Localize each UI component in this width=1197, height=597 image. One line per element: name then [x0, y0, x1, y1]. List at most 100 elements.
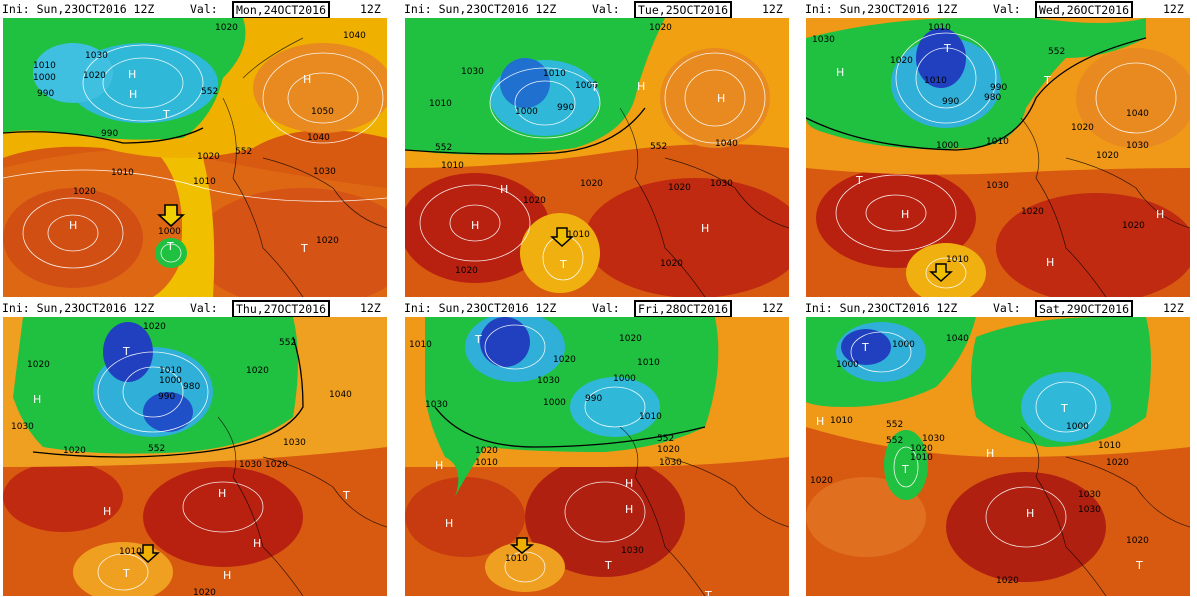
isobar-label: 1020 [649, 23, 672, 33]
isobar-label: 1000 [158, 227, 181, 237]
high-pressure-symbol: H [471, 219, 479, 232]
valid-hour-label: 12Z [762, 301, 783, 315]
forecast-panel-mon: Ini: Sun,23OCT2016 12Z Val: Mon,24OCT201… [0, 0, 390, 298]
isobar-label: 1030 [812, 35, 835, 45]
isobar-label: 1000 [936, 141, 959, 151]
isobar-label: 1000 [159, 376, 182, 386]
isobar-label: 1010 [637, 358, 660, 368]
forecast-panel-tue: Ini: Sun,23OCT2016 12Z Val: Tue,25OCT201… [402, 0, 792, 298]
forecast-panel-thu: Ini: Sun,23OCT2016 12Z Val: Thu,27OCT201… [0, 299, 390, 597]
valid-label: Val: [190, 301, 218, 315]
valid-label: Val: [190, 2, 218, 16]
isobar-label: 1020 [246, 366, 269, 376]
isobar-label: 990 [942, 97, 959, 107]
forecast-arrow-icon [136, 544, 160, 564]
valid-date-box: Wed,26OCT2016 [1035, 1, 1134, 19]
isobar-label: 552 [886, 420, 903, 430]
valid-label: Val: [993, 301, 1021, 315]
valid-hour-label: 12Z [762, 2, 783, 16]
forecast-panel-sat: Ini: Sun,23OCT2016 12Z Val: Sat,29OCT201… [803, 299, 1193, 597]
isobar-label: 1010 [1098, 441, 1121, 451]
low-pressure-symbol: T [604, 559, 612, 572]
init-time-label: Ini: Sun,23OCT2016 12Z [805, 2, 958, 16]
high-pressure-symbol: H [223, 569, 231, 582]
isobar-label: 1020 [910, 444, 933, 454]
isobar-label: 1010 [543, 69, 566, 79]
high-pressure-symbol: H [701, 222, 709, 235]
isobar-label: 1020 [1021, 207, 1044, 217]
isobar-label: 1030 [85, 51, 108, 61]
valid-date-box: Sat,29OCT2016 [1035, 300, 1134, 318]
high-pressure-symbol: H [836, 66, 844, 79]
isobar-label: 1010 [441, 161, 464, 171]
low-pressure-symbol: T [1043, 74, 1051, 87]
isobar-label: 1030 [986, 181, 1009, 191]
high-pressure-symbol: H [445, 517, 453, 530]
high-pressure-symbol: H [625, 503, 633, 516]
isobar-label: 1000 [575, 81, 598, 91]
forecast-arrow-icon [550, 227, 574, 248]
weather-map: 1030 1020 1000 990 1010 1020 990 552 105… [3, 18, 387, 297]
isobar-label: 990 [557, 103, 574, 113]
forecast-arrow-icon [509, 537, 535, 554]
isobar-label: 1030 [11, 422, 34, 432]
low-pressure-symbol: T [901, 463, 909, 476]
isobar-label: 1010 [567, 230, 590, 240]
low-pressure-symbol: T [943, 42, 951, 55]
isobar-label: 1040 [946, 334, 969, 344]
map-graphic: 1030 1010 1020 552 1010 990 990 980 1000… [806, 18, 1190, 297]
isobar-label: 1030 [313, 167, 336, 177]
low-pressure-symbol: T [122, 345, 130, 358]
isobar-label: 980 [984, 93, 1001, 103]
isobar-label: 1020 [523, 196, 546, 206]
isobar-label: 1030 [425, 400, 448, 410]
isobar-label: 1020 [1126, 536, 1149, 546]
low-pressure-symbol: T [474, 333, 482, 346]
isobar-label: 1020 [265, 460, 288, 470]
isobar-label: 1010 [505, 554, 528, 564]
low-pressure-symbol: T [1060, 402, 1068, 415]
isobar-label: 1010 [193, 177, 216, 187]
isobar-label: 552 [235, 147, 252, 157]
isobar-label: 980 [183, 382, 200, 392]
map-graphic: 1010 1020 1030 1010 1000 990 1000 1020 1… [405, 317, 789, 596]
valid-hour-label: 12Z [360, 2, 381, 16]
isobar-label: 1020 [657, 445, 680, 455]
isobar-label: 552 [657, 434, 674, 444]
isobar-label: 1040 [307, 133, 330, 143]
isobar-label: 552 [650, 142, 667, 152]
isobar-label: 1010 [639, 412, 662, 422]
init-time-label: Ini: Sun,23OCT2016 12Z [2, 301, 155, 315]
weather-map: 1010 1020 1030 1010 1000 990 1000 1020 1… [405, 317, 789, 596]
valid-hour-label: 12Z [360, 301, 381, 315]
isobar-label: 1030 [621, 546, 644, 556]
isobar-label: 1020 [660, 259, 683, 269]
isobar-label: 1030 [1078, 490, 1101, 500]
isobar-label: 1040 [715, 139, 738, 149]
high-pressure-symbol: H [637, 80, 645, 93]
isobar-label: 1030 [1126, 141, 1149, 151]
isobar-label: 1000 [33, 73, 56, 83]
weather-map: 1030 1010 1020 552 1010 990 990 980 1000… [806, 18, 1190, 297]
high-pressure-symbol: H [1156, 208, 1164, 221]
valid-date-box: Fri,28OCT2016 [634, 300, 733, 318]
isobar-label: 1000 [613, 374, 636, 384]
isobar-label: 1020 [1096, 151, 1119, 161]
map-graphic: 1030 1020 1000 990 1010 1020 990 552 105… [3, 18, 387, 297]
low-pressure-symbol: T [855, 174, 863, 187]
isobar-label: 1030 [239, 460, 262, 470]
low-pressure-symbol: T [559, 258, 567, 271]
isobar-label: 1020 [197, 152, 220, 162]
isobar-label: 1010 [409, 340, 432, 350]
panel-header: Ini: Sun,23OCT2016 12Z Val: Sat,29OCT201… [803, 299, 1193, 318]
low-pressure-symbol: T [166, 240, 174, 253]
low-pressure-symbol: T [342, 489, 350, 502]
isobar-label: 990 [101, 129, 118, 139]
isobar-label: 1000 [1066, 422, 1089, 432]
isobar-label: 1030 [710, 179, 733, 189]
valid-label: Val: [993, 2, 1021, 16]
weather-map: 1020 1020 552 1010 1000 990 980 1020 104… [3, 317, 387, 596]
isobar-label: 1000 [892, 340, 915, 350]
isobar-label: 990 [158, 392, 175, 402]
